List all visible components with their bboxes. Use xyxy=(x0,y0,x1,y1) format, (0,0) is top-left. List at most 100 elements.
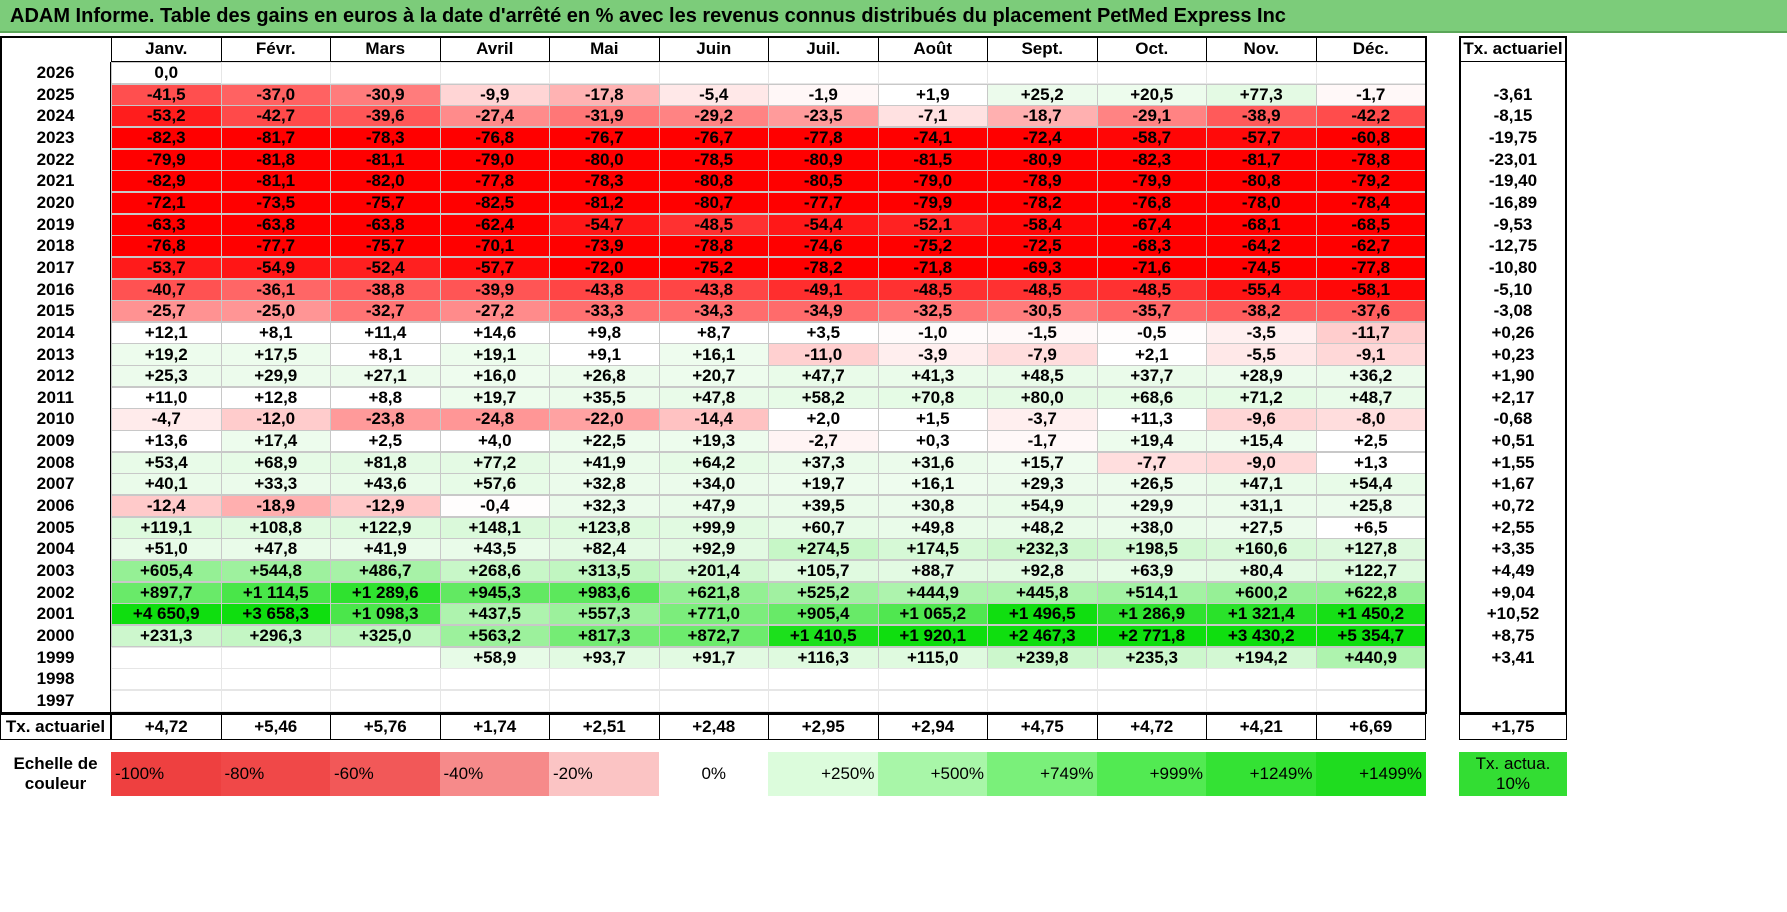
table-cell: +8,1 xyxy=(220,321,331,344)
table-cell: +198,5 xyxy=(1096,538,1207,561)
table-cell: -62,4 xyxy=(439,213,550,236)
table-cell: -82,5 xyxy=(439,191,550,215)
table-cell: -54,7 xyxy=(549,213,660,236)
table-cell: +43,6 xyxy=(330,473,441,496)
table-cell: -68,1 xyxy=(1206,213,1317,236)
month-header-3: Avril xyxy=(439,36,550,62)
table-cell: +1,3 xyxy=(1315,451,1426,474)
table-cell: -74,6 xyxy=(768,235,879,258)
scale-swatch: +250% xyxy=(768,751,879,796)
table-cell: +34,0 xyxy=(658,473,769,496)
table-cell: -52,4 xyxy=(330,256,441,279)
table-cell: +15,7 xyxy=(987,451,1098,474)
table-cell: -81,1 xyxy=(330,148,441,171)
scale-swatch: +749% xyxy=(987,751,1098,796)
scale-swatch: -80% xyxy=(220,751,331,796)
table-cell: +148,1 xyxy=(439,516,550,539)
table-cell xyxy=(220,668,331,691)
table-cell: +296,3 xyxy=(220,624,331,648)
table-cell: +325,0 xyxy=(330,624,441,648)
table-cell: -40,7 xyxy=(111,278,222,301)
table-cell: -14,4 xyxy=(658,408,769,431)
table-cell: +41,9 xyxy=(330,538,441,561)
table-cell: -63,3 xyxy=(111,213,222,236)
table-cell: +1 920,1 xyxy=(877,624,988,648)
table-cell: +68,9 xyxy=(220,451,331,474)
table-cell: -11,0 xyxy=(768,343,879,366)
table-cell: +123,8 xyxy=(549,516,660,539)
table-cell: +8,8 xyxy=(330,386,441,409)
year-label: 2020 xyxy=(0,191,111,215)
table-cell: +20,5 xyxy=(1096,83,1207,106)
table-cell: +872,7 xyxy=(658,624,769,648)
table-cell: -69,3 xyxy=(987,256,1098,279)
table-cell: +92,8 xyxy=(987,559,1098,583)
table-cell: -62,7 xyxy=(1315,235,1426,258)
table-cell: -3,5 xyxy=(1206,321,1317,344)
month-header-5: Juin xyxy=(658,36,769,62)
table-cell: +29,9 xyxy=(1096,495,1207,518)
table-cell: +48,7 xyxy=(1315,386,1426,409)
month-header-7: Août xyxy=(877,36,988,62)
table-cell: +28,9 xyxy=(1206,365,1317,388)
table-cell: +0,3 xyxy=(877,430,988,453)
scale-swatch: -60% xyxy=(330,751,441,796)
table-cell: +544,8 xyxy=(220,559,331,583)
year-label: 2010 xyxy=(0,408,111,431)
footer-value: +2,95 xyxy=(768,713,879,740)
table-cell: -22,0 xyxy=(549,408,660,431)
year-label: 2006 xyxy=(0,495,111,518)
table-cell: -25,7 xyxy=(111,300,222,323)
table-cell: +53,4 xyxy=(111,451,222,474)
table-cell xyxy=(439,689,550,712)
table-cell: -70,1 xyxy=(439,235,550,258)
table-cell: +2,5 xyxy=(1315,430,1426,453)
table-cell: +817,3 xyxy=(549,624,660,648)
table-cell: +60,7 xyxy=(768,516,879,539)
year-label: 2002 xyxy=(0,581,111,604)
table-cell: +6,5 xyxy=(1315,516,1426,539)
table-cell: -48,5 xyxy=(987,278,1098,301)
table-cell: -60,8 xyxy=(1315,126,1426,150)
table-cell: +19,1 xyxy=(439,343,550,366)
table-cell xyxy=(768,62,879,85)
year-label: 2014 xyxy=(0,321,111,344)
table-cell: -55,4 xyxy=(1206,278,1317,301)
table-cell: +437,5 xyxy=(439,603,550,626)
table-cell: +231,3 xyxy=(111,624,222,648)
table-cell: -76,8 xyxy=(111,235,222,258)
table-cell: +80,4 xyxy=(1206,559,1317,583)
table-cell: -78,8 xyxy=(1315,148,1426,171)
table-cell: +25,8 xyxy=(1315,495,1426,518)
table-cell: +274,5 xyxy=(768,538,879,561)
table-cell xyxy=(877,668,988,691)
table-cell: +25,3 xyxy=(111,365,222,388)
table-cell: +2,0 xyxy=(768,408,879,431)
year-label: 1997 xyxy=(0,689,111,712)
table-cell: +2,5 xyxy=(330,430,441,453)
table-cell: -79,0 xyxy=(439,148,550,171)
actuarial-rate: +4,49 xyxy=(1459,559,1567,583)
table-cell: +122,7 xyxy=(1315,559,1426,583)
table-cell: +14,6 xyxy=(439,321,550,344)
table-cell: -3,7 xyxy=(987,408,1098,431)
table-cell: +54,4 xyxy=(1315,473,1426,496)
table-cell: +771,0 xyxy=(658,603,769,626)
table-cell: -81,2 xyxy=(549,191,660,215)
table-cell: +5 354,7 xyxy=(1315,624,1426,648)
table-cell: -32,7 xyxy=(330,300,441,323)
scale-swatch: -40% xyxy=(439,751,550,796)
table-cell xyxy=(658,668,769,691)
table-cell xyxy=(1206,62,1317,85)
table-cell: -79,0 xyxy=(877,170,988,193)
actuarial-rate: +1,90 xyxy=(1459,365,1567,388)
table-cell: -48,5 xyxy=(658,213,769,236)
table-cell: +11,4 xyxy=(330,321,441,344)
table-cell: +48,5 xyxy=(987,365,1098,388)
actuarial-rate: -16,89 xyxy=(1459,191,1567,215)
table-cell: -78,5 xyxy=(658,148,769,171)
actuarial-rate: +3,41 xyxy=(1459,646,1567,669)
year-label: 2001 xyxy=(0,603,111,626)
year-label: 2008 xyxy=(0,451,111,474)
table-cell: +105,7 xyxy=(768,559,879,583)
